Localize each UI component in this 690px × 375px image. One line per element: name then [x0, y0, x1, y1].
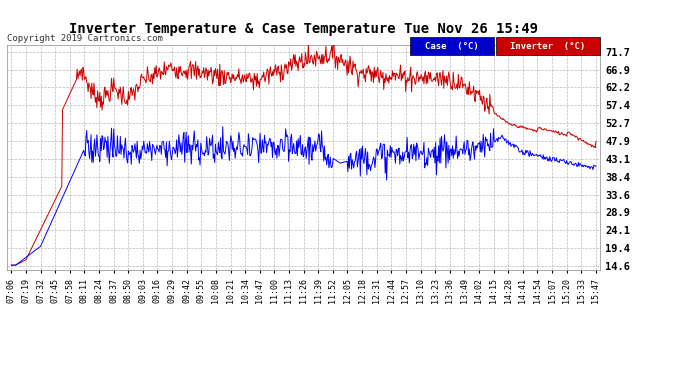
Title: Inverter Temperature & Case Temperature Tue Nov 26 15:49: Inverter Temperature & Case Temperature … [69, 22, 538, 36]
Text: Copyright 2019 Cartronics.com: Copyright 2019 Cartronics.com [8, 34, 164, 43]
